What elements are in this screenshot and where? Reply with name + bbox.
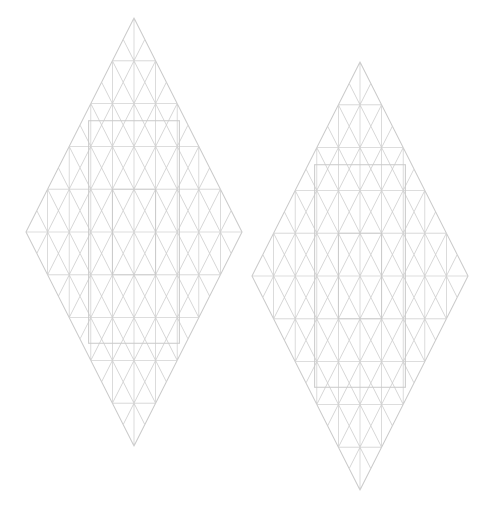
lattice-line (112, 60, 221, 276)
right-diamond-lattice (251, 61, 469, 491)
lattice-line (337, 104, 447, 320)
left-diamond-lattice (25, 17, 243, 447)
lattice-line (47, 188, 157, 404)
lattice-line (294, 189, 404, 405)
lattice-line (316, 147, 426, 363)
lattice-line (273, 232, 383, 448)
lattice-line (90, 103, 200, 319)
lattice-line (68, 145, 178, 361)
